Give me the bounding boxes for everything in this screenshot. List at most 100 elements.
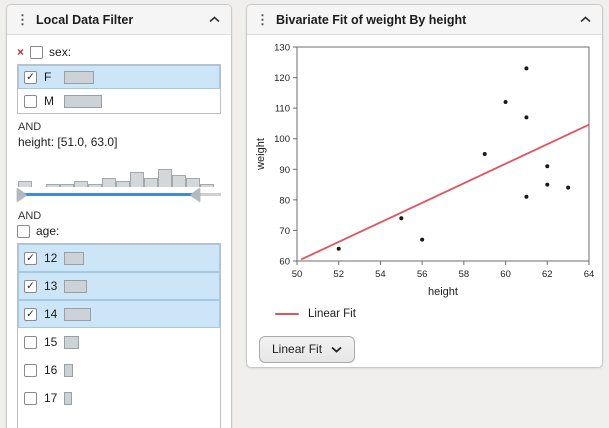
age-value-label: 13: [44, 279, 58, 293]
bivariate-panel-title: Bivariate Fit of weight By height: [276, 12, 467, 27]
histogram-bar: [46, 184, 60, 187]
histogram-bar: [116, 181, 130, 187]
age-value-label: 12: [44, 251, 58, 265]
linear-fit-dropdown[interactable]: Linear Fit: [259, 336, 356, 363]
legend-label: Linear Fit: [308, 308, 356, 320]
linear-fit-line[interactable]: [300, 123, 590, 261]
y-tick-label: 60: [279, 257, 290, 268]
x-tick-label: 60: [500, 269, 511, 280]
data-point[interactable]: [524, 194, 529, 199]
sex-count-bar: [64, 94, 102, 108]
x-tick-label: 56: [417, 269, 428, 280]
y-tick-label: 120: [274, 73, 290, 84]
histogram-bar: [18, 181, 32, 187]
filter-panel-header: ⋮ Local Data Filter: [7, 5, 231, 35]
linear-fit-dropdown-label: Linear Fit: [272, 342, 323, 356]
data-point[interactable]: [420, 237, 425, 242]
collapse-chevron-icon[interactable]: [578, 14, 593, 25]
sex-select-all-checkbox[interactable]: [30, 45, 44, 59]
age-value-label: 15: [44, 335, 58, 349]
data-point[interactable]: [336, 246, 341, 251]
age-count-bar: [64, 391, 73, 405]
and-label: AND: [18, 210, 42, 222]
age-count-bar: [64, 279, 88, 293]
age-count-bar: [64, 335, 80, 349]
histogram-bar: [144, 178, 158, 187]
age-item-16[interactable]: 16: [18, 356, 220, 384]
sex-count-bar: [64, 70, 94, 84]
data-point[interactable]: [545, 164, 550, 169]
menu-dots-icon[interactable]: ⋮: [256, 12, 269, 27]
histogram-bar: [130, 172, 144, 187]
age-checkbox-14[interactable]: ✓: [24, 307, 37, 321]
linear-fit-line-swatch: [275, 312, 299, 316]
age-count-bar: [64, 363, 74, 377]
sex-item-F[interactable]: ✓ F: [18, 65, 220, 89]
sex-filter-label: sex:: [49, 45, 72, 59]
histogram-bar: [158, 169, 172, 187]
sex-value-list: ✓ F M: [17, 64, 221, 114]
sex-value-label: F: [44, 70, 52, 84]
x-tick-label: 50: [292, 269, 303, 280]
sex-item-M[interactable]: M: [18, 89, 220, 113]
slider-low-handle[interactable]: [17, 188, 27, 202]
data-point[interactable]: [482, 152, 487, 156]
height-range-slider[interactable]: [17, 187, 221, 203]
chevron-down-icon: [331, 346, 342, 353]
sex-checkbox-M[interactable]: [24, 94, 37, 108]
x-tick-label: 58: [459, 269, 470, 280]
sex-checkbox-F[interactable]: ✓: [24, 70, 37, 84]
age-filter-header: age:: [17, 224, 221, 238]
histogram-bar: [172, 175, 186, 187]
age-select-all-checkbox[interactable]: [17, 224, 30, 238]
slider-high-handle[interactable]: [190, 188, 201, 202]
age-value-label: 14: [44, 307, 58, 321]
x-tick-label: 54: [375, 269, 386, 280]
data-point[interactable]: [399, 216, 404, 221]
x-tick-label: 52: [333, 269, 344, 280]
age-count-bar: [64, 251, 85, 265]
histogram-bar: [60, 184, 74, 187]
slider-selected-range: [17, 193, 193, 196]
data-point[interactable]: [524, 115, 529, 120]
age-item-13[interactable]: ✓ 13: [18, 272, 220, 300]
data-point[interactable]: [524, 66, 529, 71]
histogram-bar: [74, 181, 88, 187]
data-point[interactable]: [566, 185, 571, 190]
age-item-14[interactable]: ✓ 14: [18, 300, 220, 328]
histogram-bar: [200, 184, 214, 187]
age-filter-label: age:: [36, 224, 60, 238]
y-tick-label: 110: [275, 104, 290, 115]
data-point[interactable]: [503, 100, 508, 105]
menu-dots-icon[interactable]: ⋮: [16, 12, 29, 27]
age-checkbox-15[interactable]: [24, 335, 37, 349]
scatter-plot[interactable]: 60 70 80 90 100 110 120 130 50 52 54 56 58 60 62 64 heig…: [251, 39, 602, 306]
age-count-bar: [64, 307, 92, 321]
age-item-15[interactable]: 15: [18, 328, 220, 356]
and-label: AND: [18, 121, 42, 133]
age-value-list: ✓ 12 ✓ 13 ✓ 14 15 16 17: [17, 243, 221, 428]
y-axis-title: weight: [255, 138, 267, 171]
y-tick-label: 70: [279, 226, 290, 237]
age-item-12[interactable]: ✓ 12: [18, 244, 220, 272]
y-tick-label: 80: [279, 195, 290, 206]
y-tick-label: 90: [279, 165, 290, 176]
height-range-label: height: [51.0, 63.0]: [18, 135, 118, 149]
histogram-bar: [88, 184, 102, 187]
histogram-bar: [186, 178, 200, 187]
age-checkbox-13[interactable]: ✓: [24, 279, 37, 293]
fit-legend: Linear Fit: [275, 308, 602, 320]
age-item-17[interactable]: 17: [18, 384, 220, 412]
height-histogram[interactable]: [17, 153, 221, 187]
collapse-chevron-icon[interactable]: [207, 14, 222, 25]
y-tick-label: 100: [274, 134, 290, 145]
data-point[interactable]: [545, 182, 550, 187]
age-checkbox-12[interactable]: ✓: [24, 251, 37, 265]
filter-panel-title: Local Data Filter: [36, 12, 134, 27]
sex-filter-header: × sex:: [17, 45, 221, 59]
x-axis-title: height: [428, 286, 458, 298]
age-checkbox-17[interactable]: [24, 391, 37, 405]
age-checkbox-16[interactable]: [24, 363, 37, 377]
remove-filter-icon[interactable]: ×: [17, 45, 25, 59]
